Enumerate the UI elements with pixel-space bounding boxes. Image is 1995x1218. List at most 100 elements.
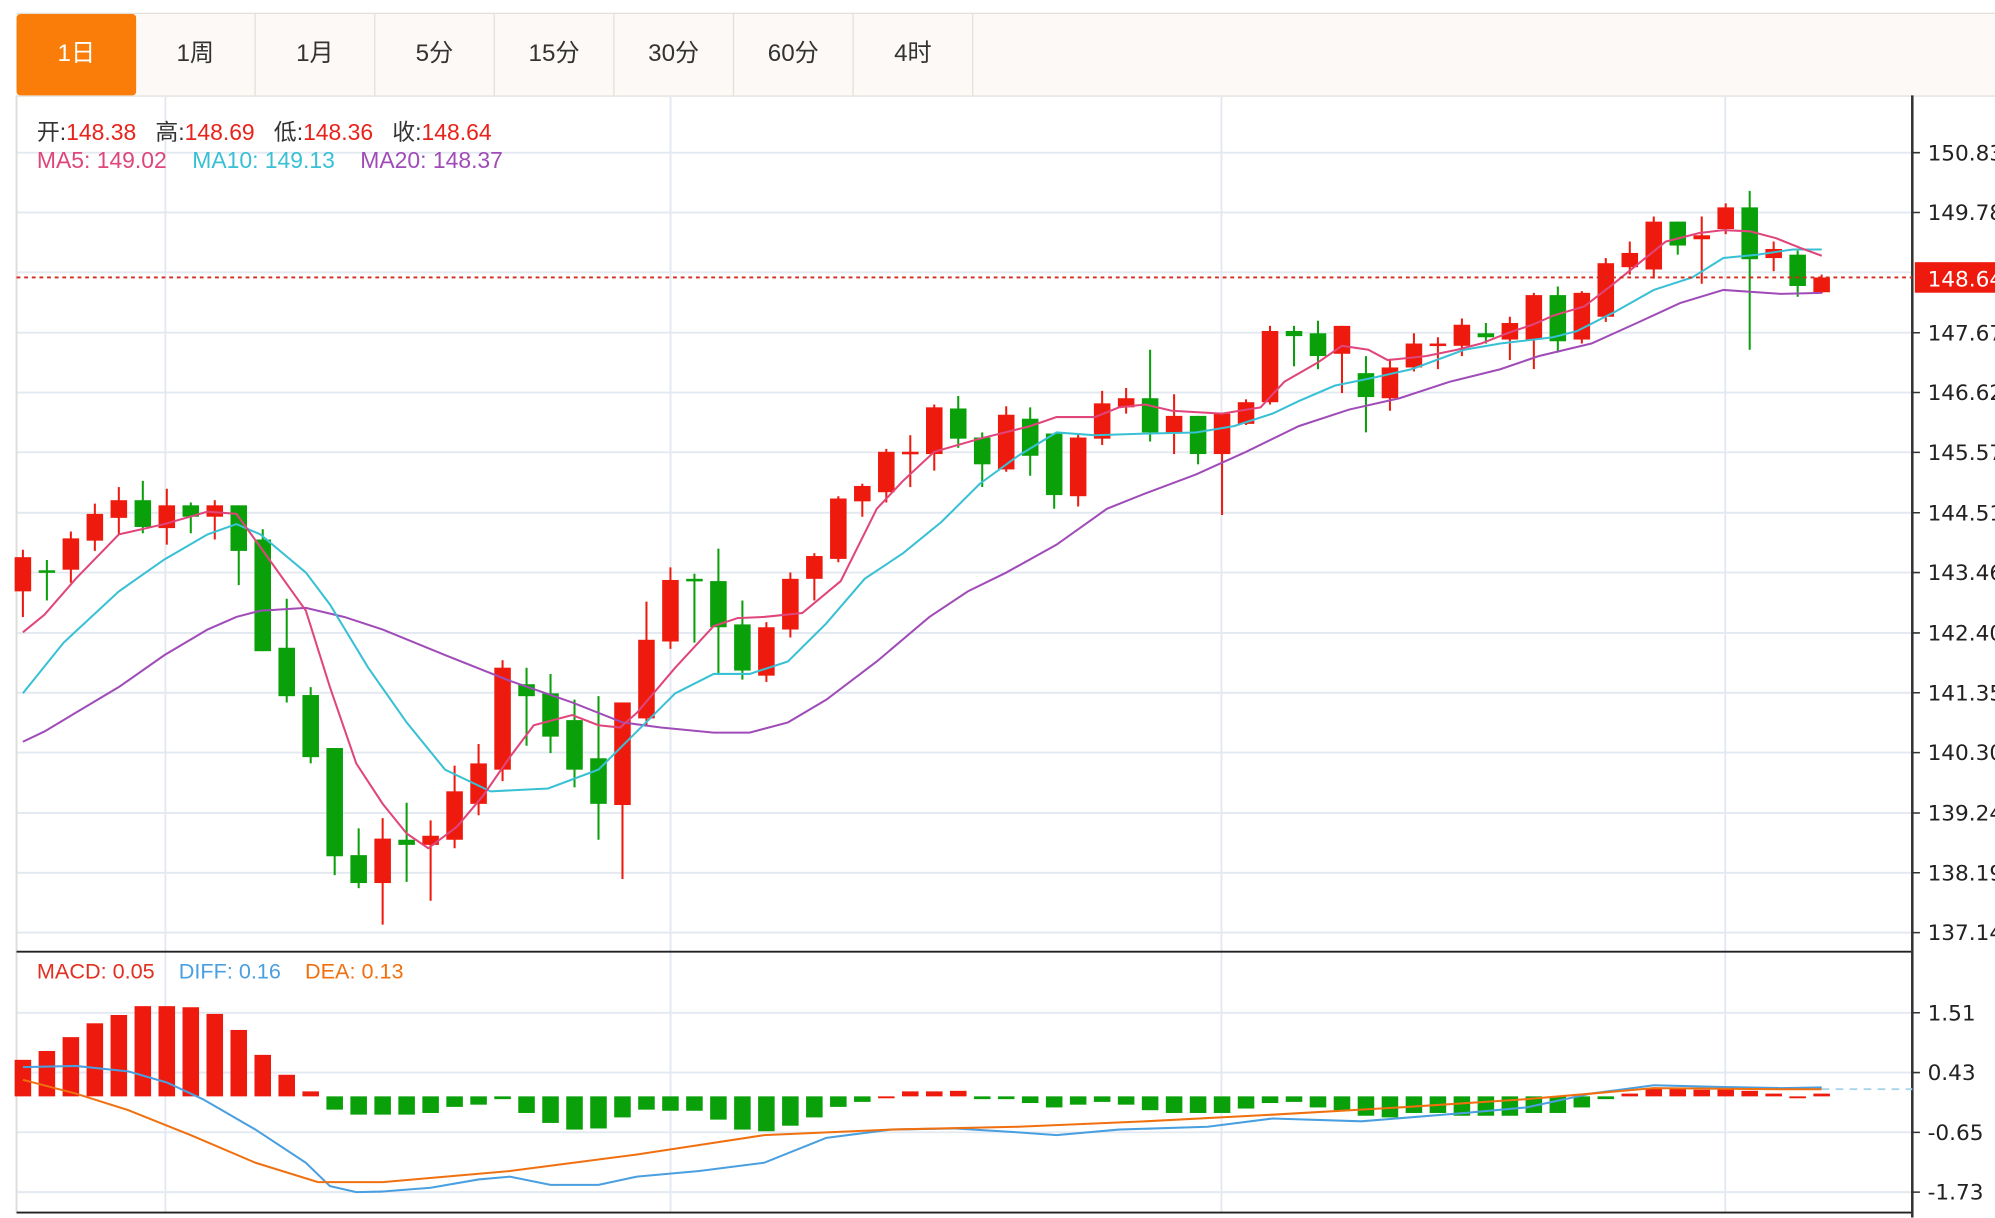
macd-bar (158, 1006, 176, 1097)
macd-bar (1381, 1096, 1399, 1118)
candle (973, 432, 991, 488)
macd-bar (86, 1023, 104, 1097)
candle (1765, 241, 1782, 272)
candle (134, 480, 152, 534)
candle (1357, 356, 1375, 433)
candle (1501, 316, 1519, 361)
candle (1237, 399, 1255, 425)
macd-bar (1597, 1096, 1615, 1100)
candle (878, 448, 895, 503)
macd-bar (854, 1096, 871, 1102)
candle-body (326, 748, 343, 857)
tab-period-3[interactable]: 5分 (375, 13, 495, 96)
candle-body (350, 855, 367, 884)
macd-bar (1669, 1088, 1687, 1097)
macd-bar (1333, 1096, 1351, 1111)
ma10-line (22, 248, 1822, 793)
macd-bar (518, 1096, 535, 1113)
candle (1093, 390, 1111, 445)
candle (158, 488, 176, 545)
ma10-value: MA10: 149.13 (192, 147, 335, 174)
macd-bar (1765, 1093, 1782, 1097)
candle (1741, 190, 1758, 350)
macd-bar (374, 1096, 391, 1115)
candle-body (1261, 330, 1279, 403)
candle (1285, 325, 1303, 367)
candle-body (1237, 402, 1255, 424)
candle (278, 598, 295, 703)
macd-bar (1477, 1096, 1495, 1116)
macd-bar (1189, 1096, 1207, 1113)
macd-bar (230, 1029, 248, 1097)
candle-body (446, 791, 463, 840)
tab-period-2[interactable]: 1月 (256, 13, 376, 96)
candle-body (134, 500, 152, 527)
candle-body (734, 624, 751, 671)
candle-body (614, 702, 631, 805)
macd-bar (734, 1096, 751, 1130)
candle-body (1213, 413, 1231, 455)
candle (1213, 413, 1231, 516)
candle (1693, 216, 1710, 284)
macd-bar (38, 1050, 56, 1097)
tab-period-1[interactable]: 1周 (136, 13, 256, 96)
candle-body (422, 835, 439, 845)
candle (734, 600, 751, 680)
macd-bar (470, 1096, 487, 1105)
candle-body (1357, 373, 1375, 398)
candle-body (254, 539, 272, 652)
ma-info: MA5: 149.02 MA10: 149.13 MA20: 148.37 (37, 148, 503, 175)
candle (662, 567, 679, 649)
candle-body (1525, 295, 1543, 340)
macd-bar (134, 1006, 152, 1097)
candle-body (949, 408, 967, 439)
price-tick-label: 147.67 (1928, 321, 1995, 346)
candle (398, 802, 415, 882)
candle-body (1165, 415, 1183, 434)
dea-line (22, 1078, 1822, 1184)
macd-bar (422, 1096, 439, 1113)
macd-bar (1237, 1096, 1255, 1109)
candle-body (1477, 333, 1495, 338)
candle-body (206, 505, 224, 517)
macd-bar (302, 1091, 319, 1097)
tab-period-5[interactable]: 30分 (615, 13, 735, 96)
candle (782, 572, 799, 638)
candle (86, 503, 104, 551)
macd-bar (1693, 1089, 1710, 1097)
macd-value: MACD: 0.05 (36, 959, 155, 984)
candle-body (925, 407, 943, 455)
candle-body (806, 556, 823, 579)
tab-period-7[interactable]: 4时 (854, 13, 974, 96)
tab-period-6[interactable]: 60分 (734, 13, 854, 96)
macd-bar (1285, 1096, 1303, 1102)
macd-bar (997, 1096, 1015, 1100)
low-value: 148.36 (303, 119, 374, 146)
price-tick-label: 145.57 (1928, 441, 1995, 466)
candle (1645, 216, 1663, 279)
candle-body (110, 500, 128, 518)
candle (350, 828, 367, 889)
candle-body (1285, 330, 1303, 337)
tab-period-0[interactable]: 1日 (16, 13, 137, 96)
macd-bar (806, 1096, 823, 1118)
candle-body (830, 498, 847, 559)
price-tick-label: 149.78 (1928, 201, 1995, 226)
candle (446, 765, 463, 849)
candle (182, 502, 200, 534)
candle-body (1453, 324, 1471, 346)
candle (1549, 286, 1567, 353)
candle-body (1501, 323, 1519, 340)
macd-bar (1789, 1096, 1806, 1099)
candle-body (14, 557, 32, 592)
candle-body (494, 667, 511, 770)
candle (1405, 333, 1423, 372)
macd-bar (110, 1015, 128, 1097)
candle-body (1093, 403, 1111, 439)
candle-body (1573, 292, 1591, 340)
candle (1621, 241, 1639, 275)
candle-body (1669, 221, 1687, 246)
candle (686, 573, 703, 643)
tab-period-4[interactable]: 15分 (495, 13, 615, 96)
